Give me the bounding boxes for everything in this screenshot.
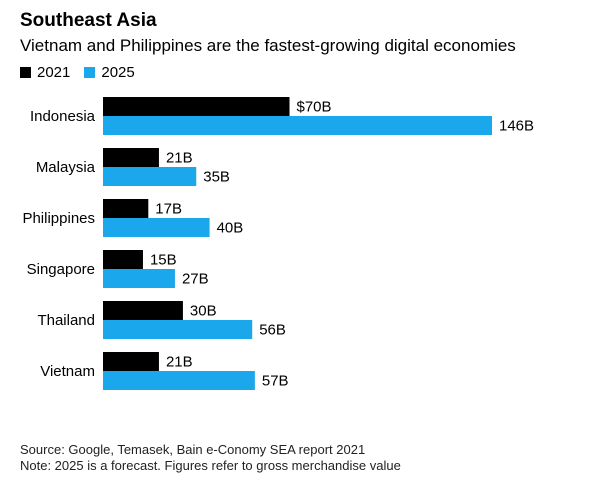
category-label: Singapore: [27, 261, 95, 278]
category-label: Indonesia: [30, 108, 96, 125]
bar-2021-vietnam: [103, 352, 159, 371]
data-label: 40B: [217, 220, 244, 237]
data-label: 17B: [155, 201, 182, 218]
legend-label-2025: 2025: [101, 64, 135, 81]
bar-2021-singapore: [103, 250, 143, 269]
bar-2025-philippines: [103, 218, 210, 237]
category-label: Malaysia: [36, 159, 96, 176]
data-label: 56B: [259, 322, 286, 339]
data-label: 35B: [203, 169, 230, 186]
data-label: 30B: [190, 303, 217, 320]
category-label: Thailand: [37, 312, 95, 329]
data-label: 146B: [499, 118, 534, 135]
chart-subtitle: Vietnam and Philippines are the fastest-…: [20, 36, 516, 55]
bar-2025-malaysia: [103, 167, 197, 186]
data-label: 57B: [262, 373, 289, 390]
category-label: Philippines: [22, 210, 95, 227]
bar-2021-thailand: [103, 301, 183, 320]
data-label: 27B: [182, 271, 209, 288]
category-label: Vietnam: [40, 363, 95, 380]
bar-2025-indonesia: [103, 116, 492, 135]
chart-title: Southeast Asia: [20, 10, 157, 31]
data-label: $70B: [297, 99, 332, 116]
bar-2025-thailand: [103, 320, 253, 339]
legend-swatch-2021: [20, 67, 31, 78]
forecast-note: Note: 2025 is a forecast. Figures refer …: [20, 458, 401, 473]
bar-2025-vietnam: [103, 371, 255, 390]
data-label: 15B: [150, 252, 177, 269]
legend-label-2021: 2021: [37, 64, 71, 81]
source-note: Source: Google, Temasek, Bain e-Conomy S…: [20, 442, 366, 457]
bar-2021-malaysia: [103, 148, 159, 167]
bar-2021-indonesia: [103, 97, 290, 116]
bar-2025-singapore: [103, 269, 175, 288]
legend-swatch-2025: [84, 67, 96, 78]
bar-2021-philippines: [103, 199, 149, 218]
data-label: 21B: [166, 150, 193, 167]
legend: 2021 2025: [20, 64, 135, 81]
data-label: 21B: [166, 354, 193, 371]
